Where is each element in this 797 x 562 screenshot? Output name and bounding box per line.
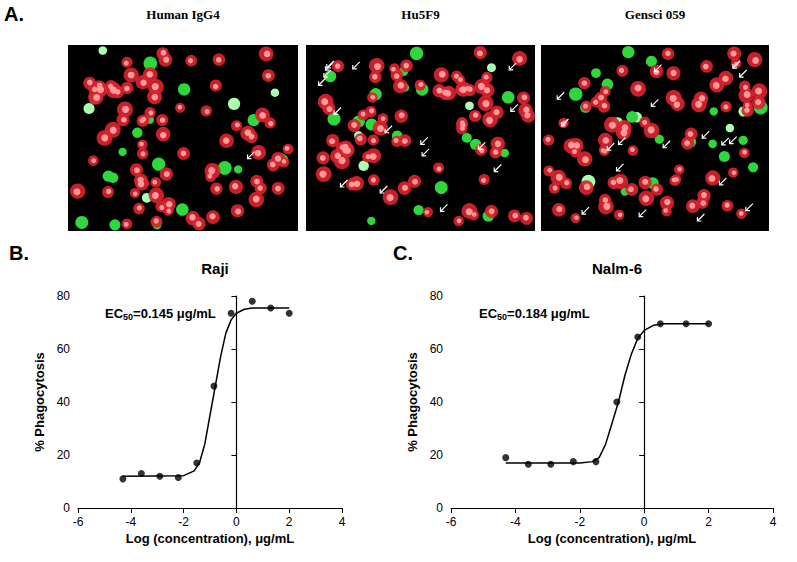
svg-text:% Phagocytosis: % Phagocytosis [405, 352, 420, 452]
svg-text:60: 60 [57, 342, 71, 356]
svg-text:-6: -6 [446, 515, 457, 529]
svg-text:Raji: Raji [201, 260, 229, 277]
svg-text:0: 0 [436, 501, 443, 515]
svg-text:80: 80 [57, 289, 71, 303]
svg-text:-6: -6 [73, 515, 84, 529]
svg-text:=0.145 μg/mL: =0.145 μg/mL [133, 306, 216, 321]
svg-text:50: 50 [123, 312, 133, 322]
svg-text:B.: B. [9, 242, 29, 264]
svg-text:Nalm-6: Nalm-6 [592, 260, 642, 277]
svg-text:2: 2 [705, 515, 712, 529]
svg-text:A.: A. [4, 3, 24, 25]
svg-text:40: 40 [430, 395, 444, 409]
svg-text:Log (concentration), μg/mL: Log (concentration), μg/mL [126, 531, 294, 546]
svg-text:80: 80 [430, 289, 444, 303]
svg-text:EC: EC [479, 306, 498, 321]
svg-text:4: 4 [339, 515, 346, 529]
svg-text:Gensci 059: Gensci 059 [625, 7, 686, 22]
svg-text:Human IgG4: Human IgG4 [146, 7, 220, 22]
svg-text:-4: -4 [125, 515, 136, 529]
svg-text:0: 0 [233, 515, 240, 529]
svg-text:Hu5F9: Hu5F9 [401, 7, 440, 22]
svg-text:0: 0 [63, 501, 70, 515]
svg-text:40: 40 [57, 395, 71, 409]
svg-text:0: 0 [641, 515, 648, 529]
svg-text:Log (concentration), μg/mL: Log (concentration), μg/mL [528, 531, 696, 546]
svg-text:-4: -4 [510, 515, 521, 529]
svg-text:-2: -2 [178, 515, 189, 529]
svg-text:50: 50 [497, 312, 507, 322]
svg-text:% Phagocytosis: % Phagocytosis [32, 352, 47, 452]
svg-text:60: 60 [430, 342, 444, 356]
svg-text:EC: EC [105, 306, 124, 321]
svg-text:20: 20 [430, 448, 444, 462]
svg-text:=0.184 μg/mL: =0.184 μg/mL [507, 306, 590, 321]
svg-text:2: 2 [286, 515, 293, 529]
svg-text:C.: C. [393, 242, 413, 264]
svg-text:20: 20 [57, 448, 71, 462]
svg-text:4: 4 [770, 515, 777, 529]
svg-text:-2: -2 [574, 515, 585, 529]
